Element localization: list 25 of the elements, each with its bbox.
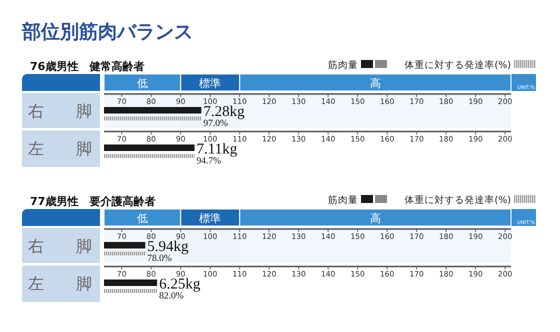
annotation: 5.94kg [147, 239, 190, 255]
annotation: 7.11kg [196, 142, 238, 158]
y-tick-label: 左脚 [28, 139, 92, 158]
data-label: 78.0% [147, 254, 172, 264]
annotation: 7.28kg [203, 104, 246, 120]
band-label: 高 [370, 77, 381, 90]
band-label: 低 [136, 212, 148, 225]
legend-label: 筋肉量 [328, 59, 358, 71]
data-label: 97.0% [203, 119, 228, 129]
data-label: 94.7% [196, 156, 222, 166]
chart-subtitle: 76歳男性 健常高齢者 [30, 60, 144, 73]
y-tick-label: 右脚 [28, 236, 92, 256]
legend-label: 体重に対する発達率(%) [404, 59, 511, 71]
band-label: 標準 [199, 212, 222, 225]
chart-title: 部位別筋肉バランス [21, 21, 193, 43]
chart-subtitle: 77歳男性 要介護高齢者 [30, 195, 156, 208]
annotation: 6.25kg [159, 276, 201, 292]
data-label: 82.0% [159, 292, 184, 302]
band-label: 標準 [199, 77, 222, 90]
band-label: 高 [370, 212, 381, 225]
legend-label: 筋肉量 [328, 194, 358, 206]
band-label: 低 [136, 77, 148, 90]
y-tick-label: 右脚 [28, 102, 92, 120]
y-tick-label: 左脚 [28, 274, 92, 293]
legend-label: 体重に対する発達率(%) [404, 194, 511, 206]
